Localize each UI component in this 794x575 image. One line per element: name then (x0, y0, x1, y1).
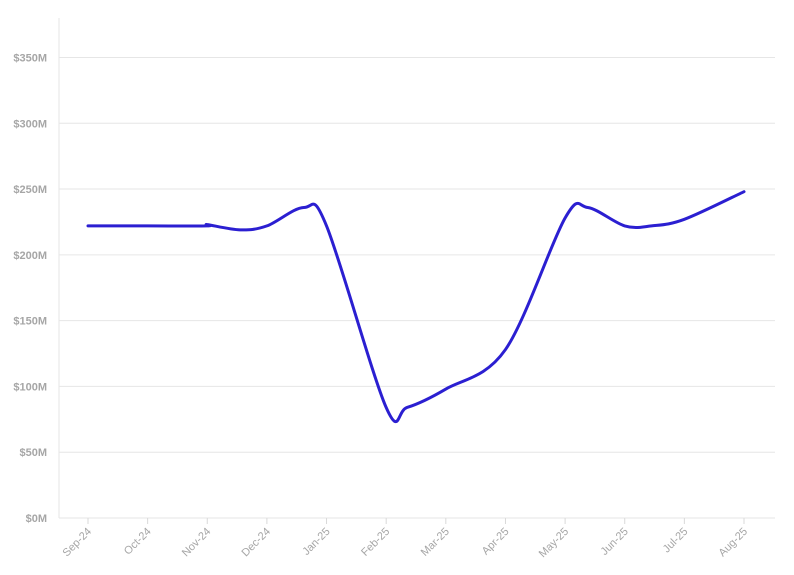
x-tick-label: Apr-25 (480, 526, 512, 558)
series-line (86, 190, 746, 424)
x-tick-label: Jan-25 (300, 526, 332, 558)
y-tick-label: $0M (26, 513, 47, 525)
series-group (86, 190, 746, 424)
x-tick-label: Dec-24 (239, 526, 273, 560)
y-tick-label: $250M (13, 184, 47, 196)
gridlines (59, 56, 775, 453)
y-tick-label: $300M (13, 118, 47, 130)
x-tick-label: May-25 (537, 526, 571, 560)
x-tick-label: Aug-25 (717, 526, 751, 560)
x-tick-label: Oct-24 (122, 526, 154, 558)
y-tick-label: $50M (19, 447, 47, 459)
y-tick-label: $100M (13, 381, 47, 393)
x-tick-label: Mar-25 (419, 526, 452, 559)
x-tick-label: Jun-25 (599, 526, 631, 558)
y-tick-label: $200M (13, 250, 47, 262)
x-tick-label: Nov-24 (180, 526, 214, 560)
x-tick-label: Sep-24 (61, 526, 95, 560)
x-tick-label: Jul-25 (661, 526, 691, 556)
x-axis: Sep-24 Oct-24 Nov-24 Dec-24 Jan-25 Feb-25 Mar-… (59, 517, 775, 560)
y-axis: $0M $50M $100M $150M $200M $250M $300M $350M (13, 18, 60, 525)
y-tick-label: $150M (13, 316, 47, 328)
x-tick-label: Feb-25 (359, 526, 392, 559)
y-tick-label: $350M (13, 52, 47, 64)
